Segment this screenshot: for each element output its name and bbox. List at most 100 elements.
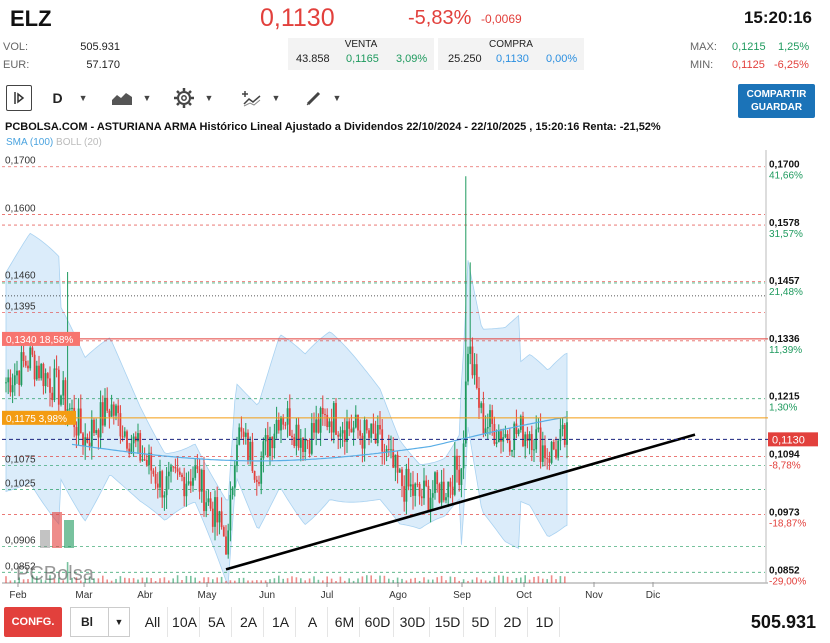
- candle-body: [295, 424, 298, 447]
- range-button-2d[interactable]: 2D: [498, 607, 528, 637]
- scale-select[interactable]: Bl ▼: [70, 607, 130, 637]
- candle-body: [196, 466, 199, 469]
- range-button-10a[interactable]: 10A: [170, 607, 200, 637]
- range-button-1a[interactable]: 1A: [266, 607, 296, 637]
- range-button-60d[interactable]: 60D: [362, 607, 394, 637]
- max-pct: 1,25%: [778, 41, 810, 53]
- range-button-5d[interactable]: 5D: [466, 607, 496, 637]
- range-button-5a[interactable]: 5A: [202, 607, 232, 637]
- month-label: Nov: [585, 590, 603, 601]
- candle-body: [462, 443, 465, 469]
- current-price-label: 0,1130: [772, 434, 805, 446]
- config-button[interactable]: CONFG.: [4, 607, 62, 637]
- candle-body: [11, 385, 14, 393]
- settings-select[interactable]: ▼: [168, 85, 218, 111]
- candle-body: [75, 427, 78, 436]
- candle-body: [198, 468, 201, 492]
- volume-bar: [216, 577, 218, 583]
- period-select[interactable]: D ▼: [48, 85, 92, 111]
- candle-body: [68, 408, 71, 410]
- marker-orange-label: 0,1175 3,98%: [6, 414, 67, 425]
- save-label: GUARDAR: [750, 102, 803, 113]
- candle-body: [44, 373, 47, 387]
- candle-body: [438, 484, 441, 503]
- change-percent: -5,83%: [408, 7, 472, 29]
- drawing-tools-select[interactable]: ▼: [300, 85, 346, 111]
- candle-body: [442, 481, 445, 501]
- volume-bar: [212, 579, 214, 583]
- candle-body: [53, 368, 56, 401]
- volume-bar: [44, 580, 47, 583]
- range-button-15d[interactable]: 15D: [432, 607, 464, 637]
- left-level-label: 0,1075: [5, 455, 36, 466]
- candle-body: [484, 428, 487, 434]
- volume-bar: [300, 578, 302, 583]
- range-button-1d[interactable]: 1D: [530, 607, 560, 637]
- left-level-label: 0,1025: [5, 479, 36, 490]
- candle-body: [240, 427, 243, 432]
- volume-bar: [5, 576, 7, 583]
- right-level-pct: 11,39%: [769, 345, 802, 356]
- candle-body: [339, 433, 342, 437]
- candle-body: [143, 459, 146, 461]
- candle-body: [247, 432, 249, 461]
- right-level-price: 0,0852: [769, 565, 800, 576]
- share-label: COMPARTIR: [746, 89, 807, 100]
- volume-bar: [370, 575, 372, 583]
- month-label: Ago: [389, 590, 407, 601]
- range-button-a[interactable]: A: [298, 607, 328, 637]
- volume-bar: [322, 580, 324, 583]
- volume-bar: [405, 580, 408, 583]
- range-button-2a[interactable]: 2A: [234, 607, 264, 637]
- candle-body: [544, 445, 546, 459]
- volume-bar: [423, 577, 425, 583]
- candle-body: [123, 431, 126, 437]
- candle-body: [519, 416, 522, 430]
- candle-body: [172, 466, 175, 468]
- candle-body: [387, 448, 390, 450]
- volume-bar: [484, 580, 487, 583]
- range-button-all[interactable]: All: [138, 607, 168, 637]
- volume-bar: [190, 575, 192, 583]
- candle-body: [264, 435, 267, 442]
- candle-body: [222, 527, 225, 537]
- candle-body: [447, 481, 450, 498]
- candle-body: [486, 427, 489, 429]
- candle-body: [409, 484, 412, 487]
- candle-body: [251, 441, 254, 471]
- candle-body: [304, 439, 307, 453]
- volume-bar: [550, 575, 553, 583]
- min-value: 0,1125: [732, 59, 765, 71]
- candle-body: [101, 402, 104, 426]
- volume-bar: [260, 580, 262, 583]
- candle-body: [137, 433, 139, 442]
- candle-body: [49, 378, 51, 393]
- candle-body: [60, 395, 62, 405]
- panel-toggle-button[interactable]: [6, 85, 32, 111]
- volume-bar: [53, 578, 56, 583]
- volume-bar: [546, 579, 548, 583]
- candle-body: [541, 445, 544, 462]
- marker-red-box: [2, 331, 80, 346]
- range-button-30d[interactable]: 30D: [396, 607, 430, 637]
- candle-body: [273, 433, 276, 449]
- candle-body: [97, 430, 100, 438]
- candle-body: [266, 435, 269, 457]
- candle-body: [86, 437, 89, 443]
- price-chart[interactable]: Feb Mar Abr May Jun Jul Ago Sep Oct Nov Dic 0,1340 …: [0, 150, 830, 605]
- candle-body: [522, 416, 524, 447]
- chart-type-select[interactable]: ▼: [108, 85, 154, 111]
- candle-body: [357, 414, 359, 431]
- candle-body: [225, 536, 227, 555]
- candle-body: [346, 421, 348, 442]
- range-button-6m[interactable]: 6M: [330, 607, 360, 637]
- candle-body: [350, 428, 353, 433]
- share-save-button[interactable]: COMPARTIR GUARDAR: [738, 84, 815, 118]
- left-level-label: 0,1700: [5, 156, 36, 167]
- candle-body: [317, 419, 320, 433]
- indicators-select[interactable]: ▼: [236, 85, 286, 111]
- candle-body: [504, 434, 507, 438]
- candle-body: [559, 429, 562, 441]
- candle-body: [207, 498, 210, 503]
- candle-body: [55, 368, 58, 370]
